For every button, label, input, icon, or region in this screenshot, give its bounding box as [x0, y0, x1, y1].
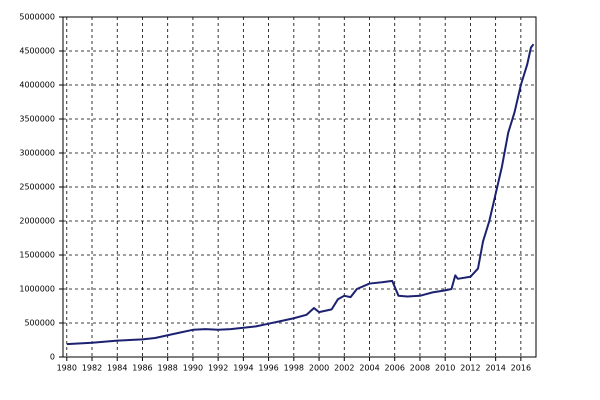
x-tick-label: 2016 [511, 364, 531, 373]
y-tick-label: 500000 [24, 319, 55, 328]
x-tick-label: 1990 [183, 364, 203, 373]
y-tick-label: 0 [50, 353, 55, 362]
y-tick-label: 3500000 [19, 115, 55, 124]
x-tick-label: 1998 [284, 364, 304, 373]
x-tick-label: 1982 [82, 364, 102, 373]
x-tick-label: 1994 [233, 364, 253, 373]
x-tick-label: 2012 [460, 364, 480, 373]
plot-border [62, 16, 537, 358]
y-tick-label: 4500000 [19, 47, 55, 56]
y-tick-label: 1000000 [19, 285, 55, 294]
x-tick-label: 2008 [410, 364, 430, 373]
y-tick-label: 1500000 [19, 251, 55, 260]
x-tick-label: 1992 [208, 364, 228, 373]
y-tick-label: 5000000 [19, 13, 55, 22]
x-tick-label: 1980 [57, 364, 77, 373]
x-tick-label: 2014 [485, 364, 505, 373]
y-tick-label: 2500000 [19, 183, 55, 192]
y-tick-label: 3000000 [19, 149, 55, 158]
x-tick-label: 2004 [359, 364, 379, 373]
x-tick-label: 2006 [385, 364, 405, 373]
y-tick-label: 2000000 [19, 217, 55, 226]
y-tick-label: 4000000 [19, 81, 55, 90]
x-tick-label: 2010 [435, 364, 455, 373]
data-line [66, 43, 535, 346]
x-tick-label: 1984 [107, 364, 127, 373]
x-tick-label: 1988 [158, 364, 178, 373]
x-tick-label: 1986 [132, 364, 152, 373]
x-tick-label: 2002 [334, 364, 354, 373]
x-tick-label: 1996 [258, 364, 278, 373]
x-tick-label: 2000 [309, 364, 329, 373]
